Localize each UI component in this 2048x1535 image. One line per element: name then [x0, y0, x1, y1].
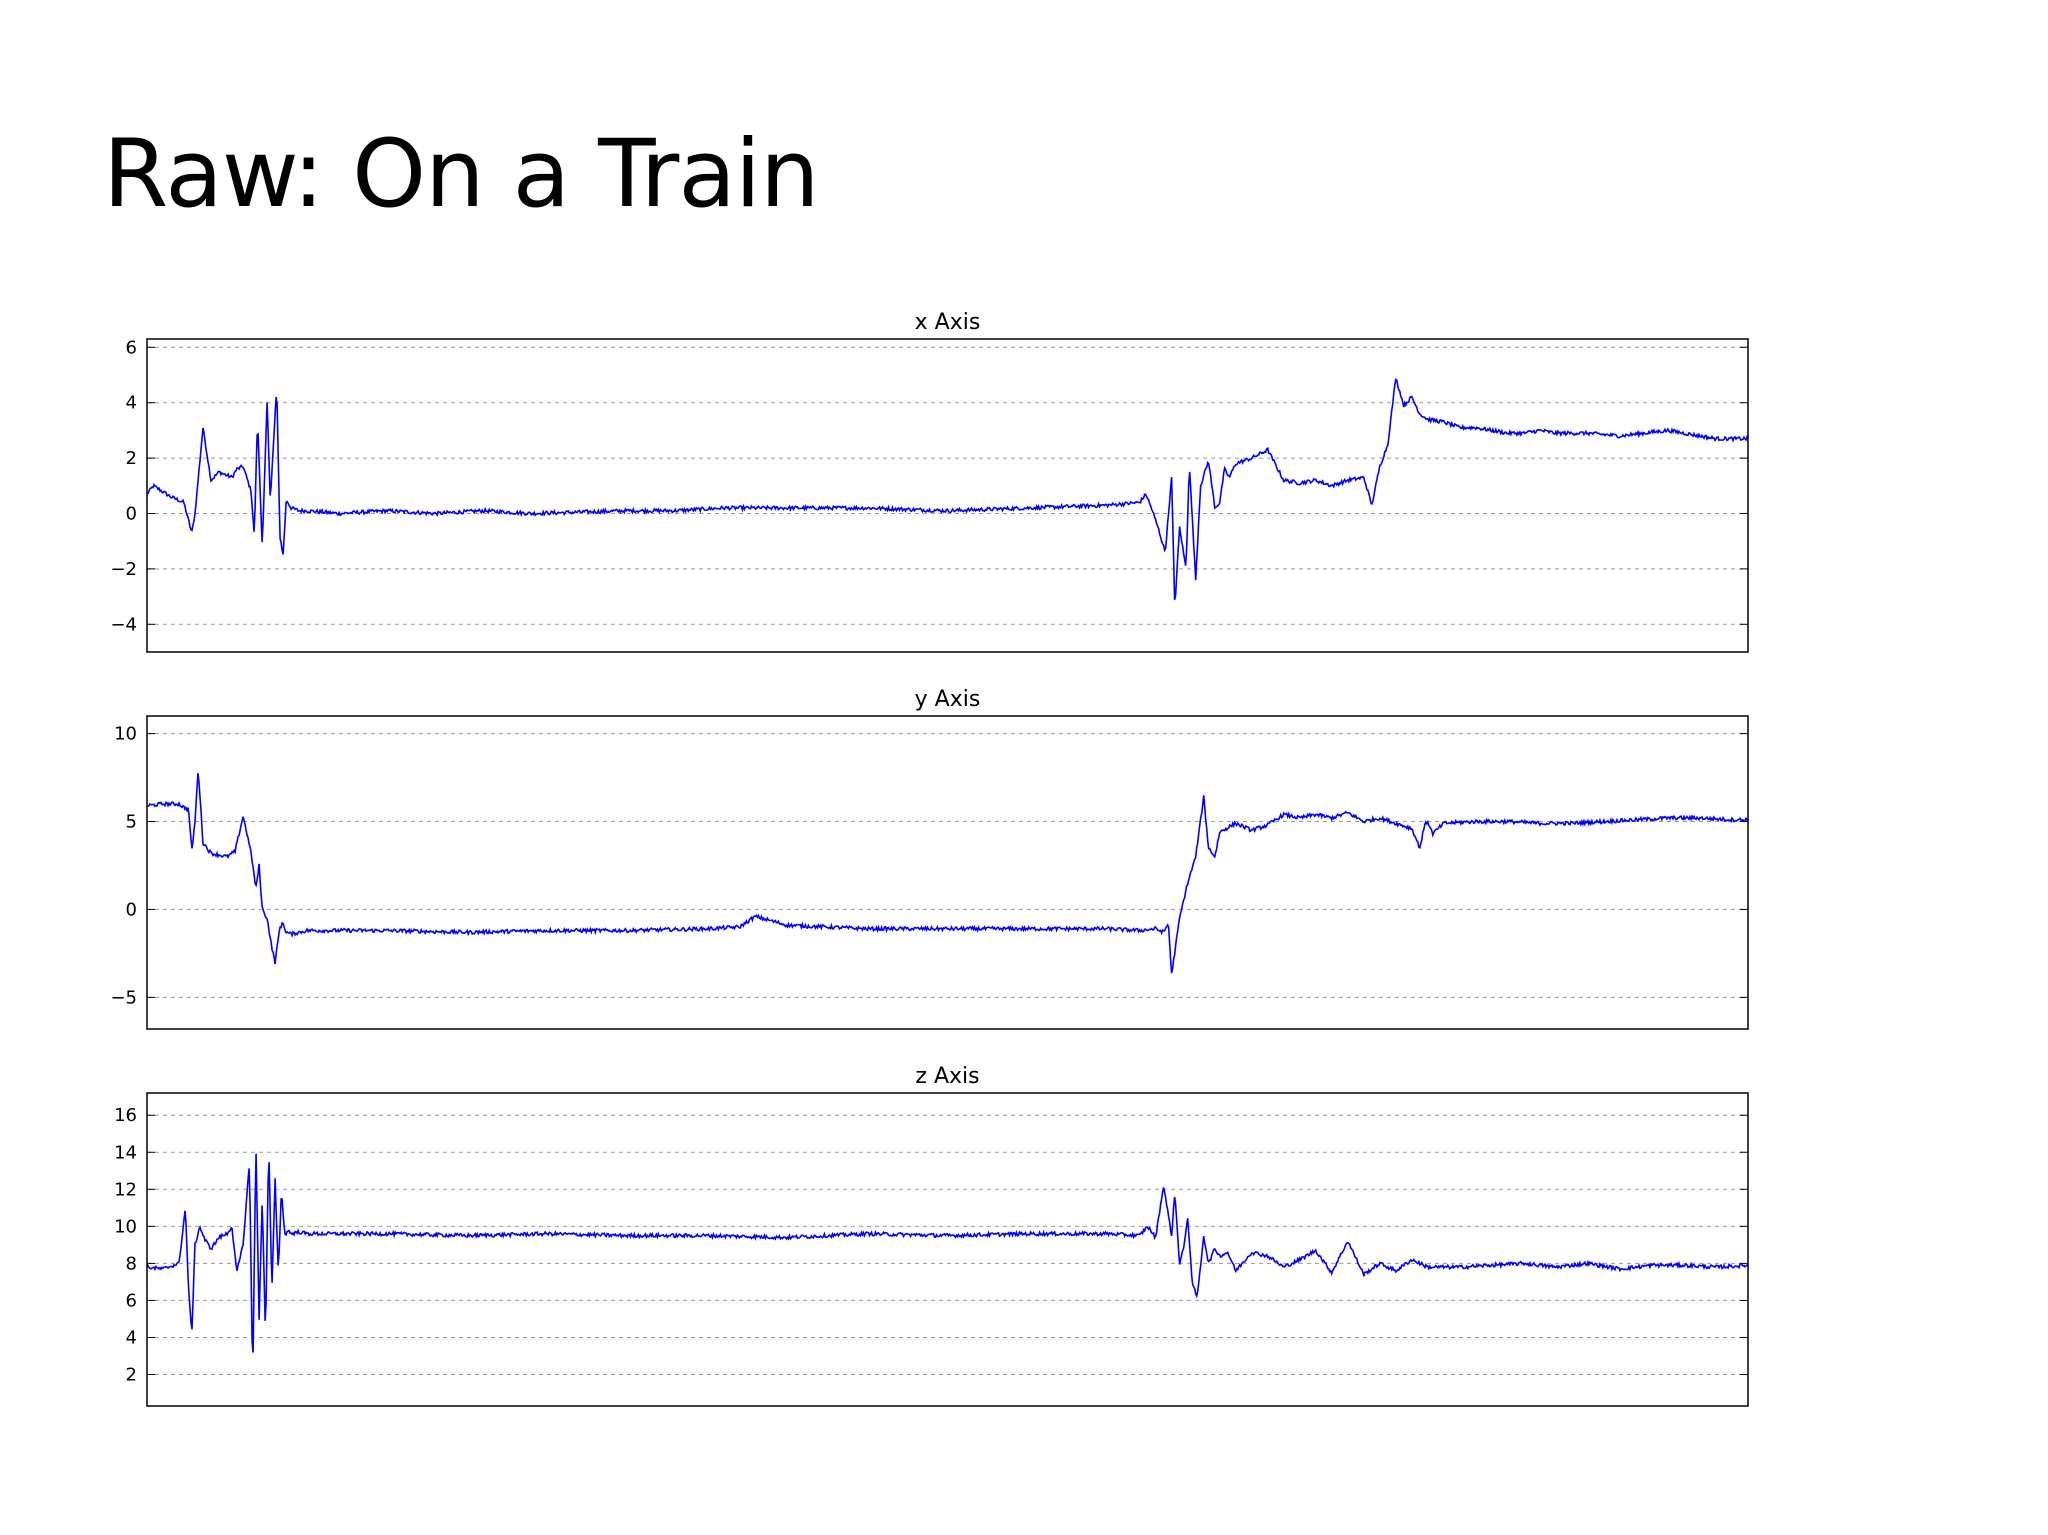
chart-title: z Axis — [915, 1064, 979, 1089]
y-tick-label: 10 — [114, 1216, 137, 1237]
y-tick-label: 6 — [126, 337, 137, 358]
y-tick-label: 0 — [126, 504, 137, 525]
y-tick-label: 5 — [126, 812, 137, 833]
y-tick-label: 16 — [114, 1105, 137, 1126]
y-tick-label: 12 — [114, 1179, 137, 1200]
data-series-line — [147, 378, 1749, 600]
y-tick-label: 10 — [114, 724, 137, 745]
plot-frame — [146, 1092, 1749, 1407]
y-tick-label: 2 — [126, 448, 137, 469]
data-series-line — [146, 1153, 1749, 1353]
plot-frame — [146, 338, 1749, 653]
data-series-line — [146, 773, 1749, 974]
chart-panel: 10 5 0 −5 y Axis — [110, 687, 1749, 1030]
chart-title: x Axis — [915, 310, 981, 335]
y-tick-label: 4 — [126, 393, 137, 414]
y-tick-label: 2 — [126, 1365, 137, 1386]
y-tick-label: 0 — [126, 899, 137, 920]
slide-title: Raw: On a Train — [103, 120, 820, 229]
y-tick-label: −2 — [110, 559, 137, 580]
y-tick-label: −4 — [110, 614, 137, 635]
plot-frame — [146, 715, 1749, 1030]
y-tick-label: 8 — [126, 1253, 137, 1274]
y-tick-label: −5 — [110, 987, 137, 1008]
chart-panel: 16 14 12 10 8 6 4 2 z Axis — [114, 1064, 1749, 1407]
y-tick-label: 4 — [126, 1327, 137, 1348]
chart-title: y Axis — [915, 687, 981, 712]
y-tick-label: 14 — [114, 1142, 137, 1163]
chart-panel: 6 4 2 0 −2 −4 x Axis — [110, 310, 1749, 653]
y-tick-label: 6 — [126, 1290, 137, 1311]
